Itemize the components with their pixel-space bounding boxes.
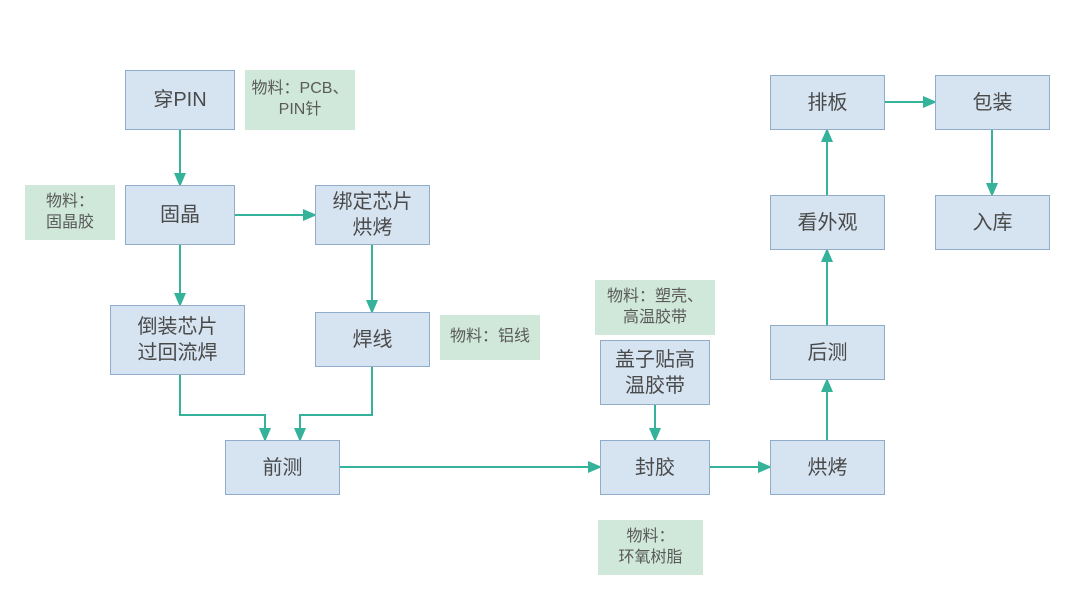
material-m_wire: 物料：铝线 [440, 315, 540, 360]
edge-n_wire-to-n_pretest [300, 367, 372, 440]
material-m_seal: 物料： 环氧树脂 [598, 520, 703, 575]
process-n_posttest: 后测 [770, 325, 885, 380]
process-n_cover: 盖子贴高 温胶带 [600, 340, 710, 405]
process-n_wire: 焊线 [315, 312, 430, 367]
process-n_pack: 包装 [935, 75, 1050, 130]
process-n_bake: 烘烤 [770, 440, 885, 495]
material-m_cover: 物料：塑壳、 高温胶带 [595, 280, 715, 335]
process-n_pretest: 前测 [225, 440, 340, 495]
material-m_gujing: 物料： 固晶胶 [25, 185, 115, 240]
process-n_store: 入库 [935, 195, 1050, 250]
edge-n_reflow-to-n_pretest [180, 375, 265, 440]
material-m_pin: 物料：PCB、 PIN针 [245, 70, 355, 130]
process-n_bake_bind: 绑定芯片 烘烤 [315, 185, 430, 245]
process-n_reflow: 倒装芯片 过回流焊 [110, 305, 245, 375]
process-n_look: 看外观 [770, 195, 885, 250]
process-n_board: 排板 [770, 75, 885, 130]
process-n_seal: 封胶 [600, 440, 710, 495]
process-n_pin: 穿PIN [125, 70, 235, 130]
process-n_gujing: 固晶 [125, 185, 235, 245]
